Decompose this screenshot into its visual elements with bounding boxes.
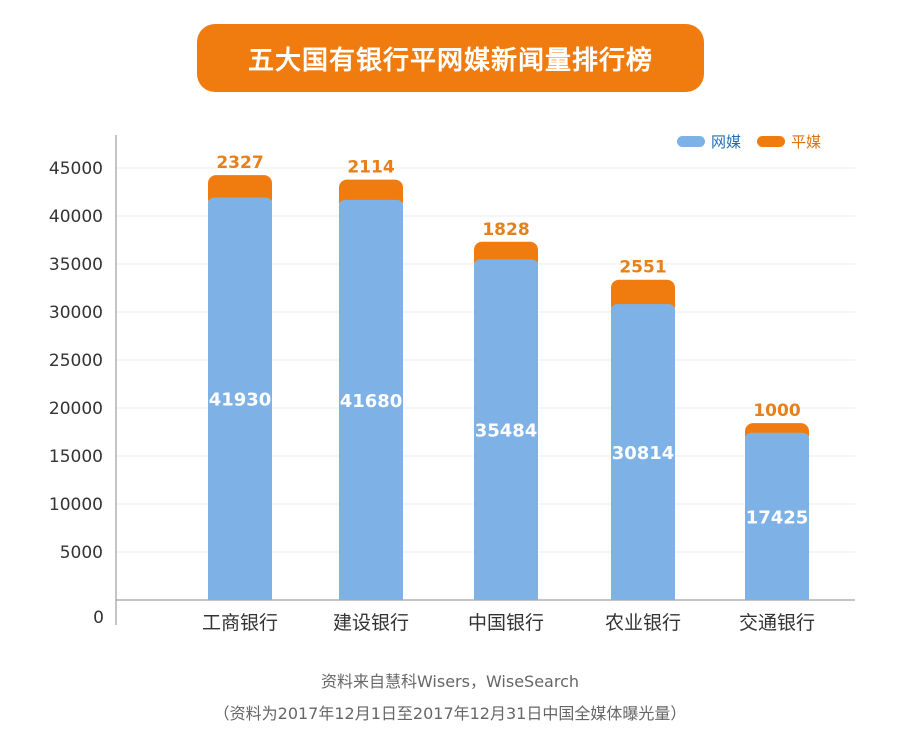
- bar-online: [208, 197, 272, 601]
- y-tick-label: 25000: [49, 351, 103, 371]
- bar-online-value: 30814: [612, 443, 675, 464]
- bar-online-base: [474, 590, 538, 600]
- bar-online-value: 17425: [746, 507, 809, 528]
- bar-print-value: 2114: [347, 158, 394, 178]
- bar-online: [474, 259, 538, 600]
- bar-print-value: 2551: [619, 258, 666, 278]
- y-tick-label: 5000: [60, 543, 103, 563]
- y-tick-label: 45000: [49, 159, 103, 179]
- stacked-bar-chart: 0 5000 10000 15000 20000 25000 30000 35000 40000…: [49, 133, 855, 634]
- bar-online: [745, 432, 809, 600]
- bar-online-value: 41680: [340, 391, 403, 412]
- bar-online: [339, 199, 403, 600]
- bar-online-base: [611, 590, 675, 600]
- bar-print-value: 1828: [482, 220, 529, 240]
- y-tick-label: 20000: [49, 399, 103, 419]
- x-category-label: 工商银行: [202, 612, 278, 634]
- legend-label-print: 平媒: [791, 133, 821, 151]
- bar-online: [611, 304, 675, 600]
- y-tick-label: 10000: [49, 495, 103, 515]
- x-category-label: 交通银行: [739, 612, 815, 634]
- legend-label-online: 网媒: [711, 133, 741, 151]
- source-period-note: （资料为2017年12月1日至2017年12月31日中国全媒体曝光量）: [213, 704, 687, 723]
- chart-title: 五大国有银行平网媒新闻量排行榜: [247, 45, 653, 76]
- x-category-label: 中国银行: [468, 612, 544, 634]
- y-tick-label: 30000: [49, 303, 103, 323]
- bar-online-base: [208, 590, 272, 600]
- bar-online-value: 41930: [209, 390, 272, 411]
- y-tick-label: 35000: [49, 255, 103, 275]
- source-note: 资料来自慧科Wisers，WiseSearch: [320, 672, 580, 691]
- bar-print-value: 1000: [753, 401, 800, 421]
- y-tick-label: 40000: [49, 207, 103, 227]
- x-category-label: 建设银行: [333, 612, 409, 634]
- bar-online-value: 35484: [475, 421, 538, 442]
- bar-online-base: [745, 590, 809, 600]
- legend-swatch-online: [677, 136, 705, 147]
- y-tick-label: 15000: [49, 447, 103, 467]
- legend-swatch-print: [757, 136, 785, 147]
- title-banner: 五大国有银行平网媒新闻量排行榜: [197, 24, 704, 92]
- bar-print-value: 2327: [216, 153, 263, 173]
- bar-online-base: [339, 590, 403, 600]
- y-tick-label: 0: [93, 608, 104, 628]
- x-category-label: 农业银行: [605, 612, 681, 634]
